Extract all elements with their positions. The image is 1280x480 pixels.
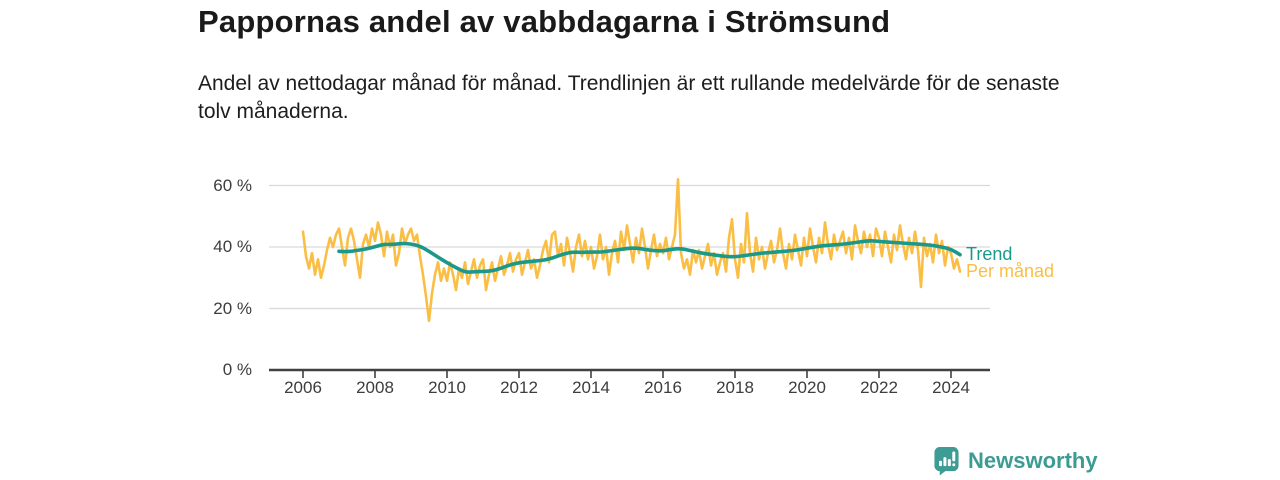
x-tick-label: 2018	[716, 378, 754, 397]
x-tick-label: 2016	[644, 378, 682, 397]
x-tick-label: 2006	[284, 378, 322, 397]
legend-label-per-manad: Per månad	[966, 261, 1055, 281]
y-tick-label: 20 %	[213, 298, 252, 318]
trend-line	[337, 239, 962, 274]
chart-title: Pappornas andel av vabbdagarna i Strömsu…	[198, 4, 891, 39]
y-tick-label: 0 %	[222, 360, 252, 379]
chart-subtitle: Andel av nettodagar månad för månad. Tre…	[198, 72, 1060, 123]
series-lines	[301, 178, 962, 323]
newsworthy-logo-icon	[934, 447, 959, 476]
x-tick-label: 2012	[500, 378, 538, 397]
legend-label-trend: Trend	[966, 244, 1013, 264]
x-tick-label: 2008	[356, 378, 394, 397]
x-tick-label: 2022	[860, 378, 898, 397]
newsworthy-branding: Newsworthy	[933, 446, 1098, 476]
newsworthy-logo-text: Newsworthy	[968, 448, 1098, 473]
x-axis-tick-marks	[302, 371, 952, 378]
gridlines	[269, 184, 990, 372]
x-tick-label: 2020	[788, 378, 826, 397]
per-manad-line	[301, 178, 962, 323]
y-tick-label: 60 %	[213, 175, 252, 195]
x-tick-label: 2024	[932, 378, 970, 397]
y-tick-label: 40 %	[213, 237, 252, 256]
x-tick-label: 2014	[572, 378, 610, 397]
x-tick-label: 2010	[428, 378, 466, 397]
